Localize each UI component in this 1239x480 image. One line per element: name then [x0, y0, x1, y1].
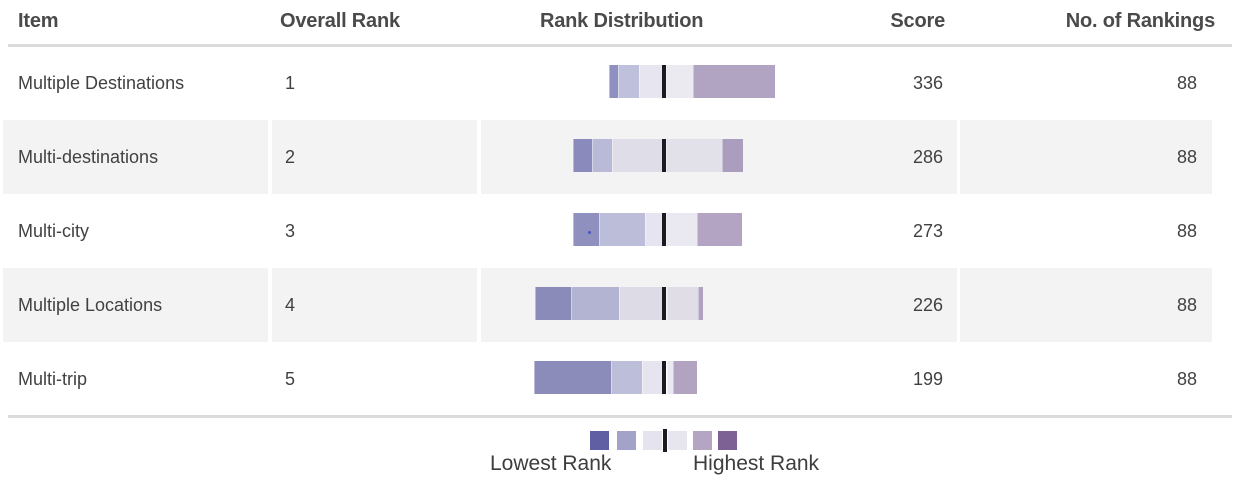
bar-segment[interactable] [534, 361, 611, 394]
rankings-cell: 88 [1176, 295, 1197, 315]
row-stripe [960, 268, 1212, 342]
table-row[interactable]: Multiple Destinations 1 336 88 [0, 46, 1239, 120]
bar-segment[interactable] [722, 139, 743, 172]
median-line [662, 361, 666, 394]
legend-swatch[interactable] [718, 431, 737, 450]
median-line [662, 139, 666, 172]
legend-swatch[interactable] [617, 431, 636, 450]
rankings-cell: 88 [1176, 73, 1197, 93]
bar-segment[interactable] [642, 361, 662, 394]
row-stripe [272, 268, 477, 342]
header-item: Item [18, 10, 59, 32]
header-overall-rank: Overall Rank [280, 10, 400, 32]
table-bottom-border [8, 415, 1232, 418]
rankings-cell: 88 [1176, 369, 1197, 389]
legend-midline [663, 429, 667, 452]
bar-segment[interactable] [611, 361, 642, 394]
table-row[interactable]: Multi-city 3 273 88 [0, 194, 1239, 268]
header-underline [8, 44, 1232, 47]
score-cell: 273 [912, 221, 943, 241]
bar-segment[interactable] [639, 65, 662, 98]
score-cell: 336 [912, 73, 943, 93]
bar-segment[interactable] [666, 213, 697, 246]
row-stripe [3, 268, 268, 342]
overall-rank-cell: 4 [285, 295, 296, 315]
item-cell: Multi-trip [18, 369, 88, 389]
header-no-of-rankings: No. of Rankings [1065, 10, 1215, 32]
item-cell: Multi-city [18, 221, 89, 241]
rankings-cell: 88 [1176, 147, 1197, 167]
rankings-cell: 88 [1176, 221, 1197, 241]
header-rank-distribution: Rank Distribution [540, 10, 704, 32]
bar-segment[interactable] [535, 287, 571, 320]
bar-segment[interactable] [698, 287, 703, 320]
bar-segment[interactable] [573, 139, 592, 172]
table-row[interactable]: Multi-destinations 2 286 88 [0, 120, 1239, 194]
median-line [662, 65, 666, 98]
bar-segment[interactable] [599, 213, 645, 246]
legend-swatch[interactable] [643, 431, 662, 450]
overall-rank-cell: 5 [285, 369, 296, 389]
bar-segment[interactable] [612, 139, 662, 172]
row-stripe [960, 120, 1212, 194]
item-cell: Multiple Destinations [18, 73, 185, 93]
item-cell: Multiple Locations [18, 295, 163, 315]
table-row[interactable]: Multiple Locations 4 226 88 [0, 268, 1239, 342]
bar-segment[interactable] [666, 139, 722, 172]
table-row[interactable]: Multi-trip 5 199 88 [0, 342, 1239, 416]
bar-segment[interactable] [573, 213, 599, 246]
item-cell: Multi-destinations [18, 147, 159, 167]
data-point-dot [588, 231, 591, 234]
bar-segment[interactable] [667, 287, 698, 320]
bar-segment[interactable] [645, 213, 662, 246]
legend-swatch[interactable] [693, 431, 712, 450]
bar-segment[interactable] [666, 65, 693, 98]
bar-segment[interactable] [673, 361, 697, 394]
bar-segment[interactable] [619, 287, 662, 320]
bar-segment[interactable] [667, 361, 673, 394]
overall-rank-cell: 1 [285, 73, 296, 93]
highest-rank-label: Highest Rank [693, 452, 820, 475]
legend-swatch[interactable] [590, 431, 609, 450]
header-score: Score [890, 10, 945, 32]
overall-rank-cell: 2 [285, 147, 296, 167]
median-line [662, 287, 666, 320]
bar-segment[interactable] [693, 65, 775, 98]
lowest-rank-label: Lowest Rank [490, 452, 612, 475]
bar-segment[interactable] [609, 65, 618, 98]
median-line [662, 213, 666, 246]
bar-segment[interactable] [592, 139, 612, 172]
row-stripe [3, 120, 268, 194]
legend-swatch[interactable] [668, 431, 687, 450]
score-cell: 199 [912, 369, 943, 389]
overall-rank-cell: 3 [285, 221, 296, 241]
score-cell: 226 [912, 295, 943, 315]
score-cell: 286 [912, 147, 943, 167]
bar-segment[interactable] [571, 287, 619, 320]
row-stripe [272, 120, 477, 194]
bar-segment[interactable] [618, 65, 639, 98]
bar-segment[interactable] [697, 213, 742, 246]
